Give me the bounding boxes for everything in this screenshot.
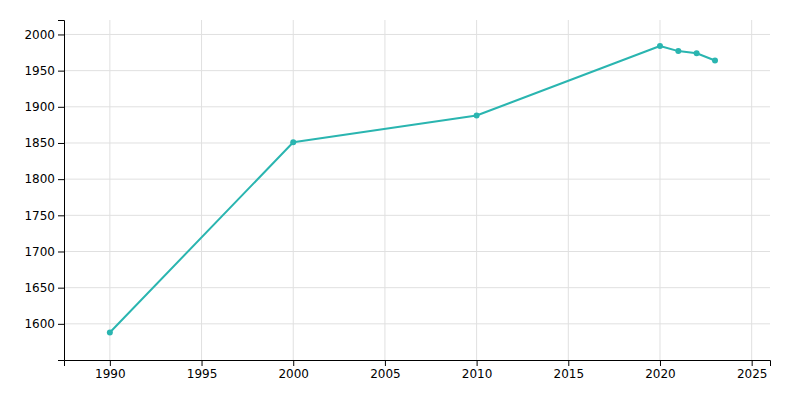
x-tick: 2005 — [370, 360, 401, 381]
y-tick-mark — [58, 288, 64, 289]
y-tick: 1850 — [24, 136, 64, 150]
y-tick-label: 2000 — [24, 28, 55, 42]
y-tick-label: 1650 — [24, 281, 55, 295]
y-grid-line — [64, 251, 770, 252]
y-tick: 1600 — [24, 317, 64, 331]
y-tick-mark — [58, 324, 64, 325]
y-tick-label: 1600 — [24, 317, 55, 331]
x-tick-label: 2010 — [462, 367, 493, 381]
y-tick-mark — [58, 179, 64, 180]
point — [694, 50, 700, 56]
x-tick-label: 2005 — [370, 367, 401, 381]
y-axis-line — [58, 21, 65, 361]
y-tick-label: 1750 — [24, 209, 55, 223]
y-tick-label: 1800 — [24, 172, 55, 186]
plot-area — [107, 43, 718, 335]
line — [110, 46, 715, 332]
x-tick: 1990 — [95, 360, 126, 381]
x-tick-mark — [202, 360, 203, 366]
x-tick-mark — [568, 360, 569, 366]
y-grid-line — [64, 34, 770, 35]
x-tick-mark — [110, 360, 111, 366]
y-tick: 1750 — [24, 209, 64, 223]
point — [657, 43, 663, 49]
y-grid-line — [64, 179, 770, 180]
y-grid-line — [64, 142, 770, 143]
y-tick-label: 1850 — [24, 136, 55, 150]
x-tick: 2020 — [645, 360, 676, 381]
x-tick-label: 2025 — [737, 367, 768, 381]
x-tick-mark — [752, 360, 753, 366]
y-tick-mark — [58, 107, 64, 108]
x-tick-mark — [477, 360, 478, 366]
x-tick-mark — [660, 360, 661, 366]
y-tick-mark — [58, 215, 64, 216]
x-tick: 2025 — [737, 360, 768, 381]
y-tick: 1950 — [24, 64, 64, 78]
y-tick-mark — [58, 251, 64, 252]
y-tick-mark — [58, 143, 64, 144]
y-tick: 2000 — [24, 28, 64, 42]
x-tick-label: 2020 — [645, 367, 676, 381]
x-axis-line — [65, 361, 771, 367]
x-tick: 2010 — [462, 360, 493, 381]
y-tick: 1800 — [24, 172, 64, 186]
point — [675, 48, 681, 54]
x-tick: 2015 — [554, 360, 585, 381]
grid — [64, 20, 770, 360]
y-grid-line — [64, 106, 770, 107]
x-tick: 2000 — [278, 360, 309, 381]
y-tick-label: 1950 — [24, 64, 55, 78]
point — [107, 330, 113, 336]
y-grid-line — [64, 287, 770, 288]
x-axis: 1990 1995 2000 2005 2010 2015 2020 2025 — [65, 360, 771, 381]
x-tick-label: 1995 — [187, 367, 218, 381]
x-tick-mark — [385, 360, 386, 366]
point — [474, 112, 480, 118]
y-tick: 1650 — [24, 281, 64, 295]
x-tick-label: 2000 — [278, 367, 309, 381]
point — [712, 58, 718, 64]
y-tick-label: 1700 — [24, 245, 55, 259]
chart: 1990 1995 2000 2005 2010 2015 2020 2025 1600 1650… — [0, 0, 800, 400]
x-tick-label: 2015 — [554, 367, 585, 381]
x-tick-mark — [293, 360, 294, 366]
y-grid-line — [64, 323, 770, 324]
y-grid-line — [64, 70, 770, 71]
point — [290, 139, 296, 145]
y-tick-label: 1900 — [24, 100, 55, 114]
y-axis: 1600 1650 1700 1750 1800 1850 1900 1950 2000 — [24, 21, 64, 361]
y-tick-mark — [58, 71, 64, 72]
y-tick: 1700 — [24, 245, 64, 259]
x-tick-label: 1990 — [95, 367, 126, 381]
y-tick: 1900 — [24, 100, 64, 114]
x-tick: 1995 — [187, 360, 218, 381]
y-tick-mark — [58, 34, 64, 35]
y-grid-line — [64, 215, 770, 216]
